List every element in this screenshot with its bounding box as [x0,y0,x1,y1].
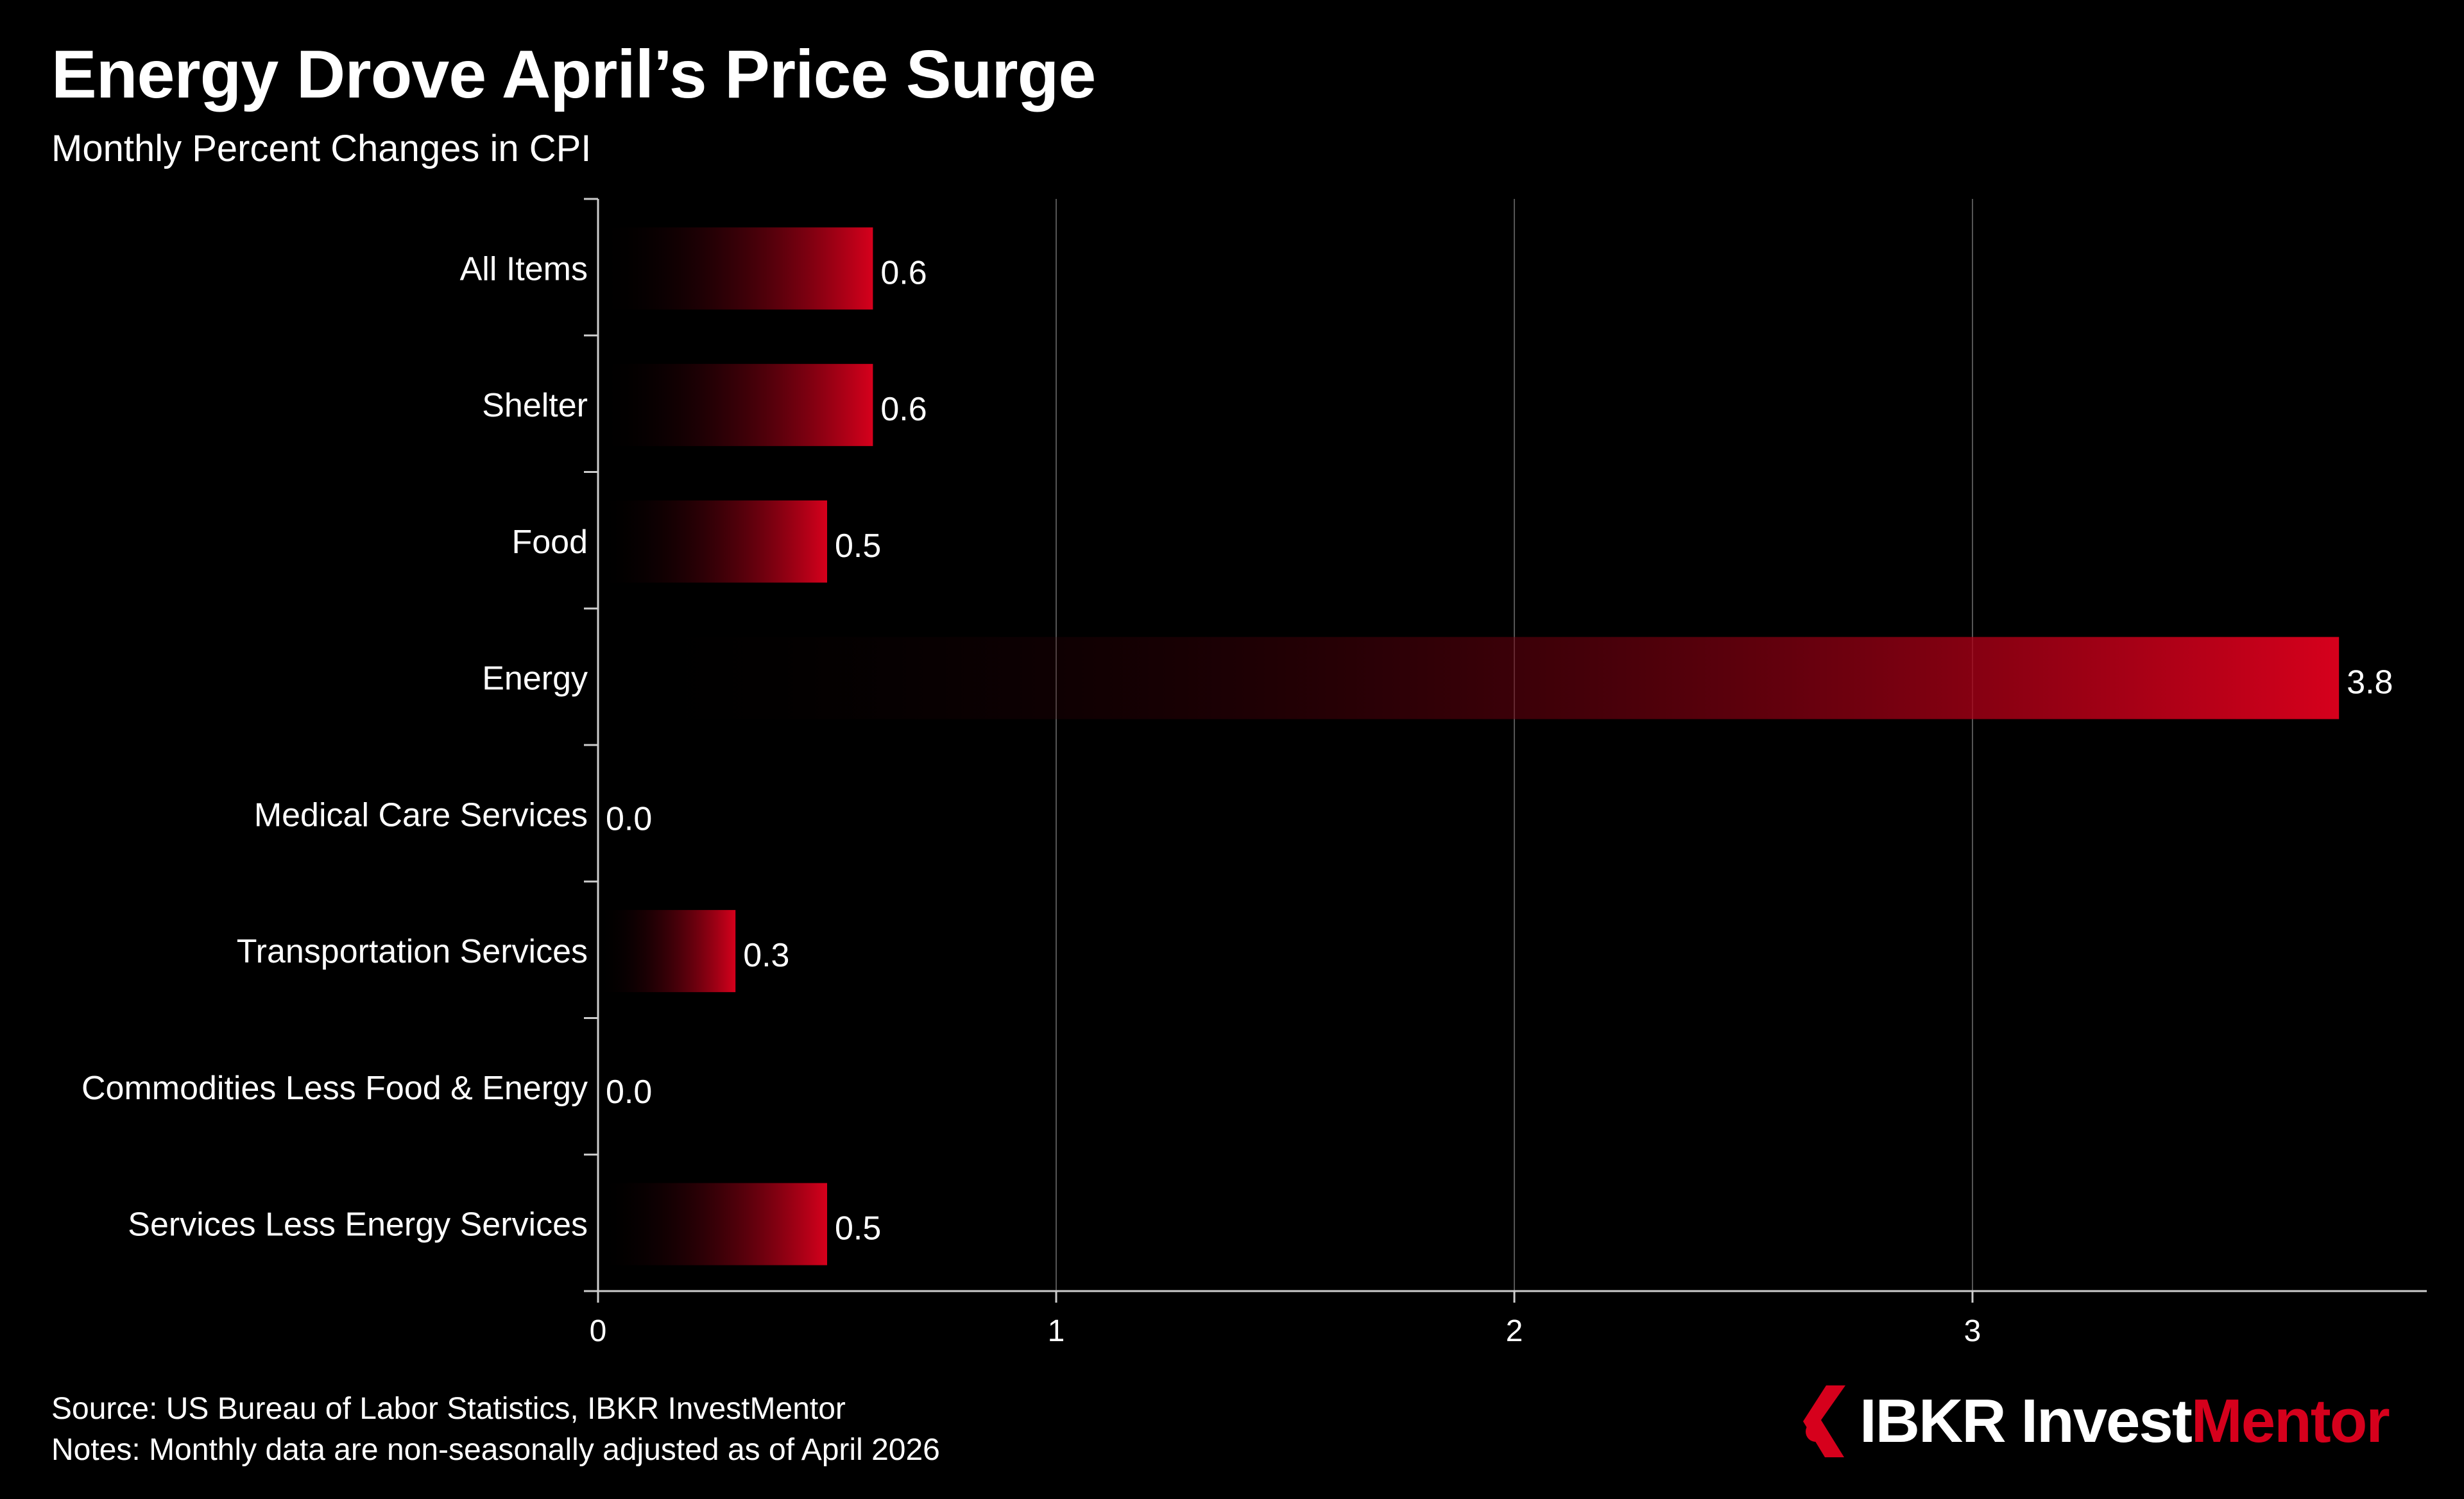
bar-0 [598,227,873,310]
brand-name-part2: Mentor [2191,1387,2390,1455]
category-label: Food [511,524,588,561]
bar-2 [598,500,827,583]
x-tick-label: 3 [1964,1314,1981,1348]
category-label: All Items [460,250,588,287]
brand-logo: IBKR InvestMentor [1797,1380,2390,1463]
value-label: 0.3 [743,937,789,974]
bar-7 [598,1183,827,1265]
chart-title: Energy Drove April’s Price Surge [51,37,1096,112]
value-label: 3.8 [2347,664,2393,701]
category-label: Medical Care Services [254,796,588,834]
x-tick-label: 0 [590,1314,607,1348]
bar-1 [598,364,873,447]
bar-5 [598,910,736,993]
category-label: Shelter [482,387,588,424]
source-note: Source: US Bureau of Labor Statistics, I… [51,1392,846,1426]
gridlines [1056,199,1973,1291]
labels: 0 1 2 3 All Items 0.6 Shelter 0.6 Food 0.5 Energy 3… [81,250,2393,1348]
chart-subtitle: Monthly Percent Changes in CPI [51,128,592,169]
brand-name-part1: IBKR Invest [1860,1387,2193,1455]
category-label: Commodities Less Food & Energy [81,1070,588,1107]
value-label: 0.5 [835,1210,881,1247]
category-label: Transportation Services [237,933,588,970]
axes [584,198,2427,1303]
ibkr-logo-icon [1803,1385,1845,1457]
bars [598,227,2340,1265]
value-label: 0.0 [606,800,652,837]
category-label: Energy [482,660,588,698]
value-label: 0.0 [606,1074,652,1111]
category-label: Services Less Energy Services [128,1206,588,1244]
value-label: 0.5 [835,527,881,565]
notes-text: Notes: Monthly data are non-seasonally a… [51,1433,940,1467]
bar-3 [598,637,2340,719]
value-label: 0.6 [880,391,927,428]
x-tick-label: 1 [1048,1314,1065,1348]
x-tick-label: 2 [1506,1314,1523,1348]
value-label: 0.6 [880,254,927,291]
